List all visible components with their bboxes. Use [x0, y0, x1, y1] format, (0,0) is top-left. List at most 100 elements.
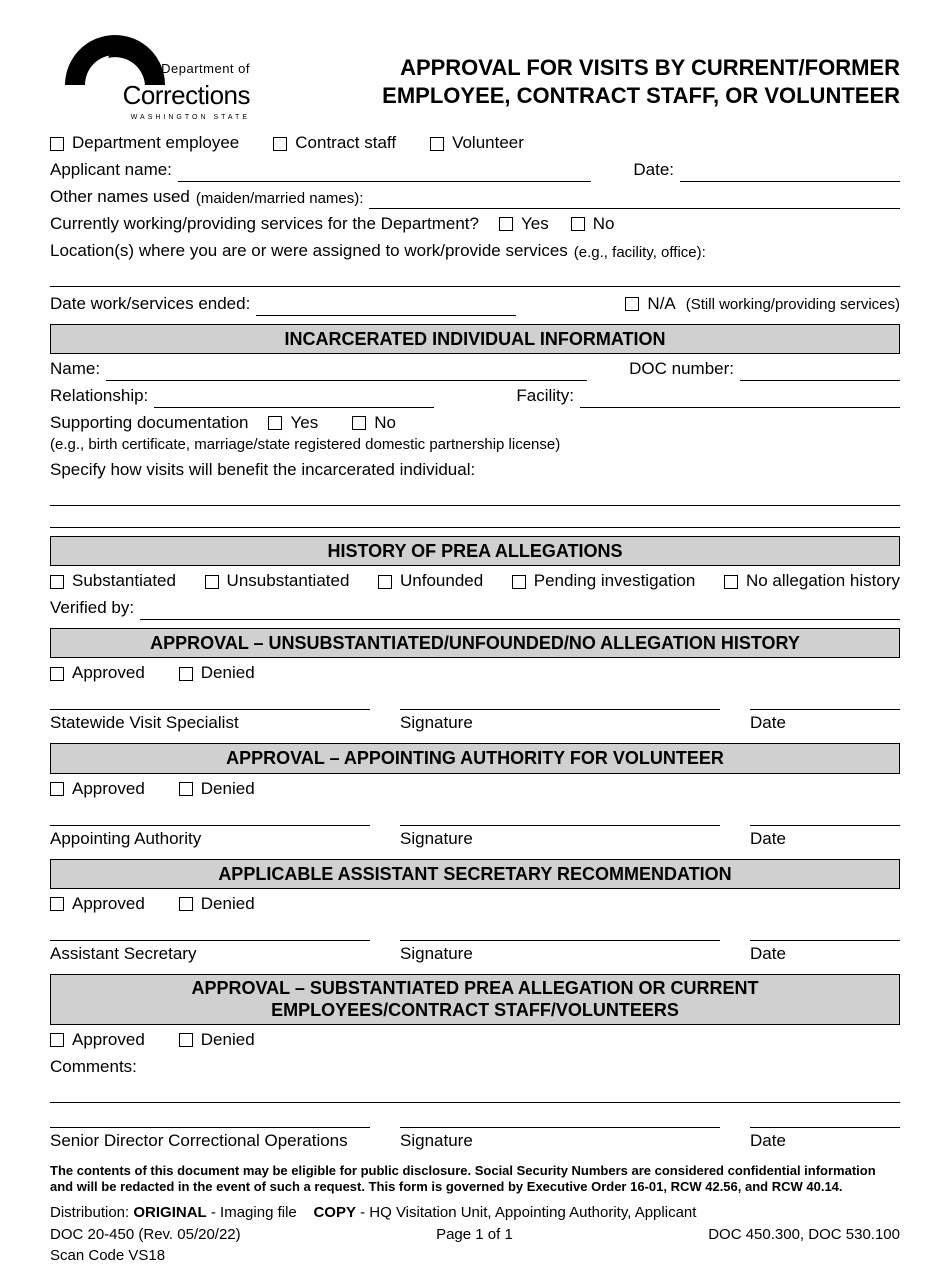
approval4-header-l2: EMPLOYEES/CONTRACT STAFF/VOLUNTEERS	[55, 999, 895, 1022]
incarc-name-field[interactable]	[106, 361, 587, 381]
name-date-row: Applicant name: Date:	[50, 159, 900, 182]
applicant-name-label: Applicant name:	[50, 159, 172, 182]
cb-approval1-approved[interactable]: Approved	[50, 662, 145, 685]
cb-docs-yes[interactable]: Yes	[268, 412, 318, 435]
logo-dept-text: Department of	[110, 60, 250, 78]
locations-label: Location(s) where you are or were assign…	[50, 240, 568, 263]
disclosure-note: The contents of this document may be eli…	[50, 1163, 900, 1196]
title-line-2: EMPLOYEE, CONTRACT STAFF, OR VOLUNTEER	[250, 82, 900, 110]
incarcerated-header: INCARCERATED INDIVIDUAL INFORMATION	[50, 324, 900, 354]
applicant-type-row: Department employee Contract staff Volun…	[50, 132, 900, 155]
cb-substantiated[interactable]: Substantiated	[50, 570, 176, 593]
other-names-hint: (maiden/married names):	[196, 189, 364, 209]
form-title: APPROVAL FOR VISITS BY CURRENT/FORMER EM…	[250, 30, 900, 109]
approval3-header: APPLICABLE ASSISTANT SECRETARY RECOMMEND…	[50, 859, 900, 889]
approval2-role: Appointing Authority	[50, 825, 370, 851]
approval1-date: Date	[750, 709, 900, 735]
logo-wa-text: WASHINGTON STATE	[110, 113, 250, 122]
doc-number-field[interactable]	[740, 361, 900, 381]
doc-logo: Department of Corrections WASHINGTON STA…	[50, 30, 250, 122]
cb-volunteer[interactable]: Volunteer	[430, 132, 524, 155]
approval3-role: Assistant Secretary	[50, 940, 370, 966]
approval2-header: APPROVAL – APPOINTING AUTHORITY FOR VOLU…	[50, 743, 900, 773]
cb-pending[interactable]: Pending investigation	[512, 570, 696, 593]
form-page: Department of Corrections WASHINGTON STA…	[0, 0, 950, 1286]
cb-working-no[interactable]: No	[571, 213, 615, 236]
cb-approval3-denied[interactable]: Denied	[179, 893, 255, 916]
approval1-sig-row: Statewide Visit Specialist Signature Dat…	[50, 709, 900, 735]
footer-row: DOC 20-450 (Rev. 05/20/22) Page 1 of 1 D…	[50, 1225, 900, 1245]
supporting-docs-label: Supporting documentation	[50, 412, 248, 435]
cb-na[interactable]: N/A	[625, 293, 675, 316]
supporting-docs-row: Supporting documentation Yes No	[50, 412, 900, 435]
logo-corrections-text: Corrections	[110, 78, 250, 113]
prea-header: HISTORY OF PREA ALLEGATIONS	[50, 536, 900, 566]
cb-approval4-denied[interactable]: Denied	[179, 1029, 255, 1052]
prea-options-row: Substantiated Unsubstantiated Unfounded …	[50, 570, 900, 593]
approval4-role: Senior Director Correctional Operations	[50, 1127, 370, 1153]
other-names-label: Other names used	[50, 186, 190, 209]
cb-contract-staff[interactable]: Contract staff	[273, 132, 396, 155]
incarc-name-row: Name: DOC number:	[50, 358, 900, 381]
cb-working-yes[interactable]: Yes	[499, 213, 549, 236]
verified-by-field[interactable]	[140, 600, 900, 620]
approval1-header: APPROVAL – UNSUBSTANTIATED/UNFOUNDED/NO …	[50, 628, 900, 658]
approval3-date: Date	[750, 940, 900, 966]
locations-row: Location(s) where you are or were assign…	[50, 240, 900, 263]
approval3-signature: Signature	[400, 940, 720, 966]
verified-by-row: Verified by:	[50, 597, 900, 620]
facility-field[interactable]	[580, 388, 900, 408]
currently-working-row: Currently working/providing services for…	[50, 213, 900, 236]
incarc-name-label: Name:	[50, 358, 100, 381]
na-hint: (Still working/providing services)	[686, 295, 900, 315]
benefit-field-1[interactable]	[50, 488, 900, 506]
locations-field[interactable]	[50, 269, 900, 287]
approval2-date: Date	[750, 825, 900, 851]
supporting-docs-hint: (e.g., birth certificate, marriage/state…	[50, 435, 900, 455]
currently-working-label: Currently working/providing services for…	[50, 213, 479, 236]
date-label: Date:	[633, 159, 674, 182]
relationship-label: Relationship:	[50, 385, 148, 408]
applicant-name-field[interactable]	[178, 162, 591, 182]
approval4-header: APPROVAL – SUBSTANTIATED PREA ALLEGATION…	[50, 974, 900, 1025]
cb-approval4-approved[interactable]: Approved	[50, 1029, 145, 1052]
cb-approval3-approved[interactable]: Approved	[50, 893, 145, 916]
date-ended-label: Date work/services ended:	[50, 293, 250, 316]
benefit-label: Specify how visits will benefit the inca…	[50, 459, 900, 482]
scan-code: Scan Code VS18	[50, 1246, 900, 1266]
approval2-signature: Signature	[400, 825, 720, 851]
cb-unsubstantiated[interactable]: Unsubstantiated	[205, 570, 350, 593]
approval3-options: Approved Denied	[50, 893, 900, 916]
other-names-row: Other names used (maiden/married names):	[50, 186, 900, 209]
distribution-line: Distribution: ORIGINAL - Imaging file CO…	[50, 1203, 900, 1223]
cb-docs-no[interactable]: No	[352, 412, 396, 435]
comments-field[interactable]	[50, 1085, 900, 1103]
title-line-1: APPROVAL FOR VISITS BY CURRENT/FORMER	[250, 54, 900, 82]
approval4-header-l1: APPROVAL – SUBSTANTIATED PREA ALLEGATION…	[55, 977, 895, 1000]
cb-unfounded[interactable]: Unfounded	[378, 570, 483, 593]
other-names-field[interactable]	[369, 189, 900, 209]
cb-no-history[interactable]: No allegation history	[724, 570, 900, 593]
date-field[interactable]	[680, 162, 900, 182]
comments-label: Comments:	[50, 1056, 900, 1079]
benefit-field-2[interactable]	[50, 510, 900, 528]
approval4-signature: Signature	[400, 1127, 720, 1153]
approval3-sig-row: Assistant Secretary Signature Date	[50, 940, 900, 966]
doc-number-label: DOC number:	[629, 358, 734, 381]
approval2-options: Approved Denied	[50, 778, 900, 801]
locations-hint: (e.g., facility, office):	[574, 243, 706, 263]
header: Department of Corrections WASHINGTON STA…	[50, 30, 900, 122]
cb-dept-employee[interactable]: Department employee	[50, 132, 239, 155]
cb-approval1-denied[interactable]: Denied	[179, 662, 255, 685]
date-ended-field[interactable]	[256, 296, 516, 316]
facility-label: Facility:	[516, 385, 574, 408]
cb-approval2-approved[interactable]: Approved	[50, 778, 145, 801]
approval1-signature: Signature	[400, 709, 720, 735]
cb-approval2-denied[interactable]: Denied	[179, 778, 255, 801]
approval4-options: Approved Denied	[50, 1029, 900, 1052]
approval4-date: Date	[750, 1127, 900, 1153]
relationship-field[interactable]	[154, 388, 434, 408]
page-number: Page 1 of 1	[436, 1225, 513, 1245]
approval1-role: Statewide Visit Specialist	[50, 709, 370, 735]
date-ended-row: Date work/services ended: N/A (Still wor…	[50, 293, 900, 316]
